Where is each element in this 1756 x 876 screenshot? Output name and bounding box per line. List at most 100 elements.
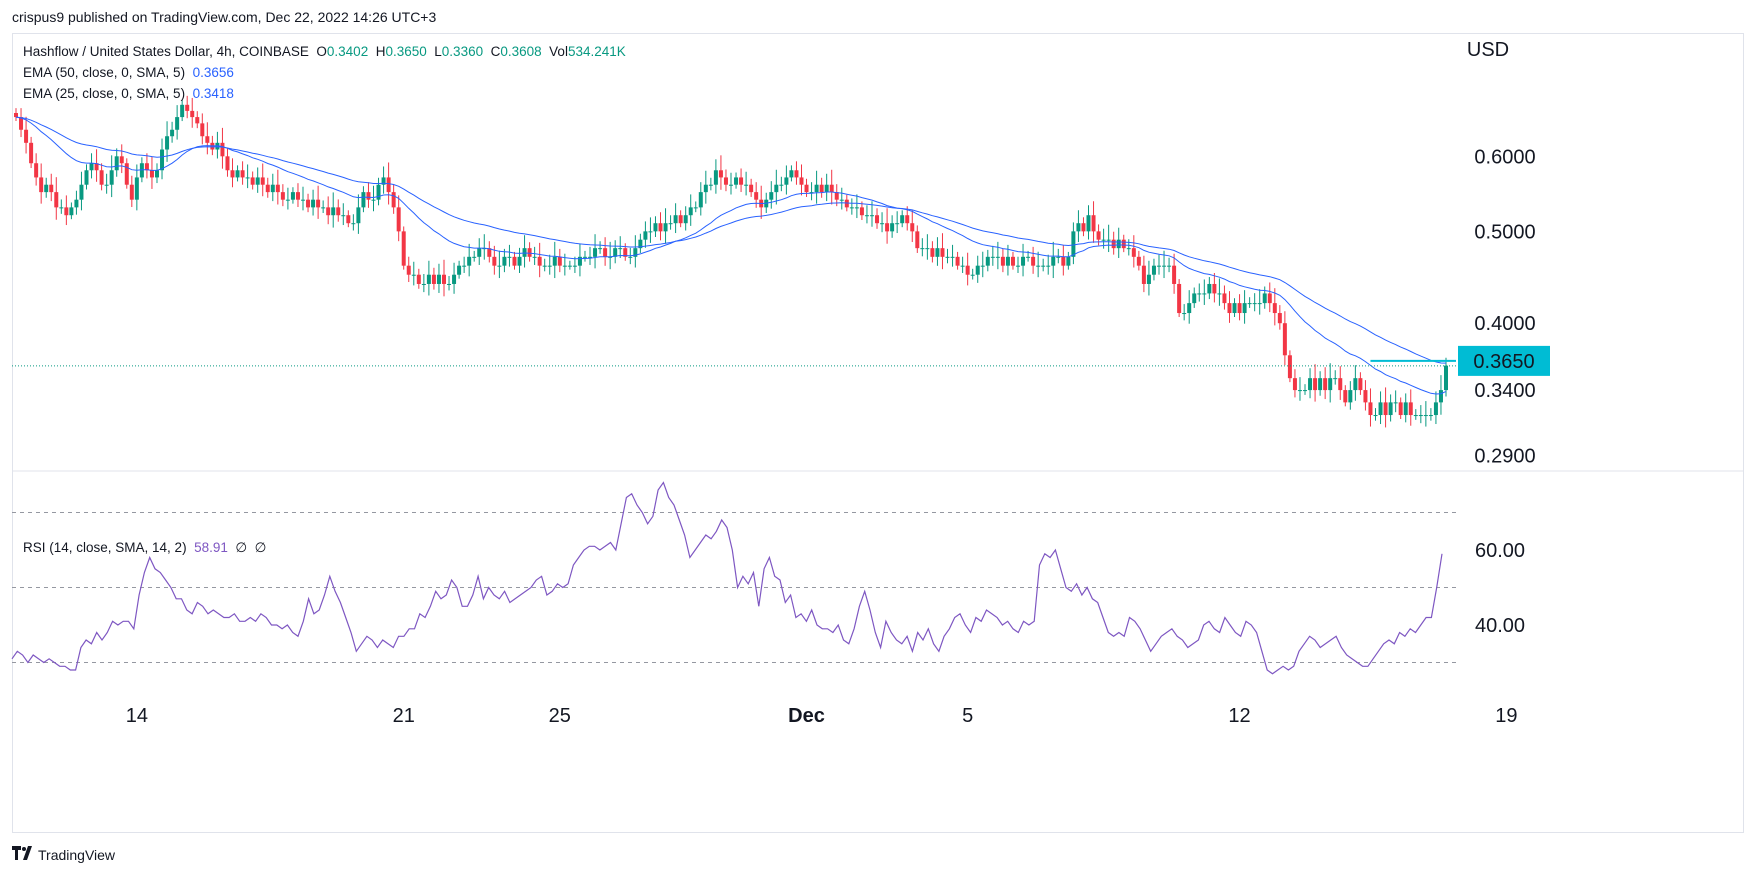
candle-body — [472, 256, 477, 258]
candle-body — [1086, 215, 1091, 232]
candle-body — [598, 248, 603, 250]
candle-body — [1076, 223, 1081, 232]
candle-body — [14, 112, 18, 118]
candle-body — [688, 207, 693, 216]
candle-body — [1192, 293, 1197, 304]
candle-body — [190, 110, 195, 118]
candle-body — [729, 184, 733, 186]
candle-body — [34, 163, 39, 178]
candle-body — [1016, 265, 1021, 267]
candle-body — [744, 184, 749, 186]
candle-body — [623, 248, 628, 257]
candle-body — [955, 256, 960, 266]
low-value: 0.3360 — [441, 44, 484, 59]
candle-body — [849, 207, 854, 209]
candle-body — [381, 177, 386, 185]
price-tick-label: 0.2900 — [1474, 446, 1535, 468]
candle-body — [1247, 303, 1252, 305]
candle-body — [1005, 256, 1010, 266]
candle-body — [608, 256, 613, 258]
rsi-legend[interactable]: RSI (14, close, SMA, 14, 2) 58.91 ∅ ∅ — [23, 540, 266, 556]
candle-body — [1217, 293, 1222, 295]
candle-body — [326, 207, 331, 216]
candle-body — [900, 215, 905, 224]
candle-body — [1141, 265, 1146, 284]
candle-body — [346, 215, 351, 224]
candle-body — [774, 184, 779, 193]
candle-body — [794, 170, 799, 178]
candle-body — [638, 239, 643, 249]
candle-body — [935, 248, 940, 257]
candle-body — [416, 274, 421, 284]
candle-body — [134, 177, 139, 200]
candle-body — [285, 199, 290, 201]
candle-body — [799, 177, 804, 185]
candle-body — [311, 199, 316, 208]
candle-body — [295, 192, 300, 200]
candle-body — [890, 223, 895, 232]
candle-body — [693, 207, 698, 209]
candle-body — [356, 207, 361, 224]
rsi-label: RSI (14, close, SMA, 14, 2) — [23, 540, 187, 555]
candle-body — [532, 256, 537, 258]
candle-body — [527, 248, 532, 257]
candle-body — [668, 223, 673, 225]
candle-body — [64, 207, 69, 216]
candle-body — [1393, 402, 1398, 404]
ema25-legend[interactable]: EMA (25, close, 0, SMA, 5) 0.3418 — [23, 86, 234, 101]
candle-body — [739, 177, 744, 185]
candle-body — [411, 274, 416, 276]
rsi-extra-2: ∅ — [254, 540, 267, 555]
candle-body — [1398, 402, 1403, 416]
candle-body — [1051, 256, 1056, 266]
candle-body — [24, 129, 29, 143]
candle-body — [59, 207, 64, 209]
candle-body — [824, 184, 829, 193]
candle-body — [74, 199, 79, 208]
candle-body — [1116, 239, 1121, 249]
candle-body — [94, 163, 99, 171]
candle-body — [386, 177, 391, 193]
candle-body — [1041, 265, 1046, 267]
candle-body — [1237, 303, 1242, 314]
candle-body — [557, 256, 562, 266]
candle-body — [1388, 402, 1393, 416]
candle-body — [49, 184, 54, 193]
candle-body — [69, 207, 74, 216]
time-tick-label: 25 — [549, 705, 571, 727]
candle-body — [618, 248, 623, 250]
candle-body — [678, 215, 683, 224]
candle-body — [1031, 256, 1036, 266]
candle-body — [165, 136, 170, 150]
candle-body — [542, 265, 547, 267]
symbol-legend[interactable]: Hashflow / United States Dollar, 4h, COI… — [23, 44, 626, 59]
candle-body — [1091, 215, 1096, 232]
candle-body — [819, 184, 824, 193]
candle-body — [129, 184, 134, 200]
candle-body — [653, 223, 658, 232]
candle-body — [628, 256, 633, 258]
footer-brand[interactable]: TradingView — [12, 846, 115, 864]
candle-body — [79, 184, 84, 200]
candle-body — [502, 256, 507, 266]
candle-body — [1252, 303, 1257, 305]
high-value: 0.3650 — [385, 44, 427, 59]
candle-body — [1162, 265, 1167, 267]
candle-body — [1101, 239, 1106, 241]
time-tick-label: 19 — [1495, 705, 1517, 727]
candle-body — [547, 265, 552, 267]
candle-body — [371, 199, 376, 201]
candle-body — [1046, 265, 1051, 267]
candle-body — [1303, 390, 1308, 392]
brand-name: TradingView — [38, 847, 116, 863]
candle-body — [331, 207, 336, 216]
candle-body — [603, 248, 608, 257]
candle-body — [1413, 415, 1418, 417]
candle-body — [1373, 415, 1378, 417]
candle-body — [230, 170, 235, 178]
candle-body — [834, 192, 839, 200]
candle-body — [139, 163, 144, 178]
candle-body — [29, 142, 34, 164]
ema50-legend[interactable]: EMA (50, close, 0, SMA, 5) 0.3656 — [23, 65, 234, 80]
